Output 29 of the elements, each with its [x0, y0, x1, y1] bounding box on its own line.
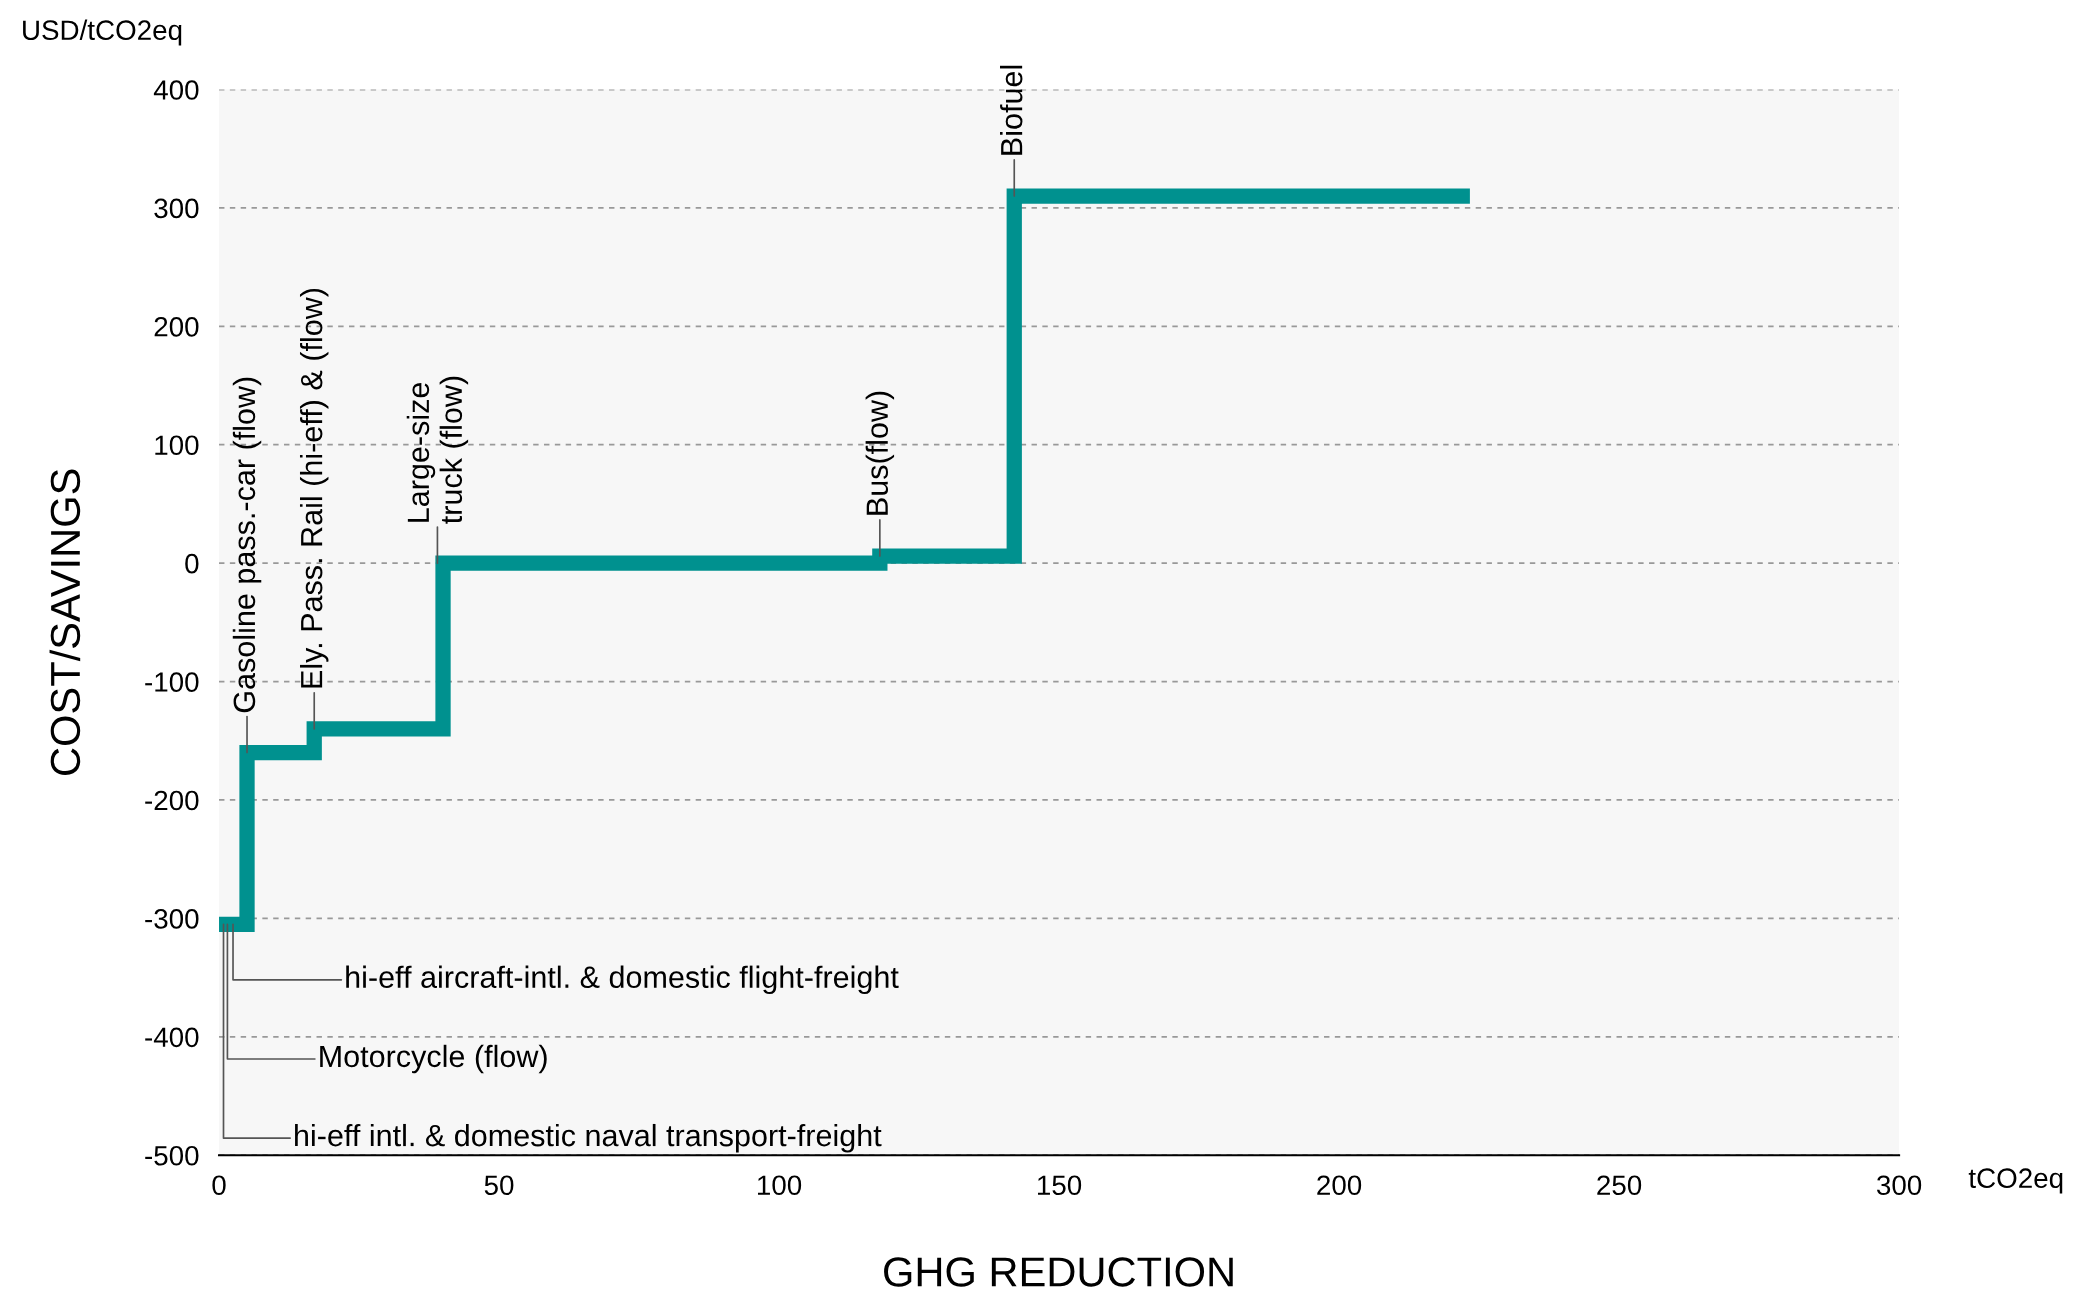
- x-tick-label: 150: [1038, 1175, 1082, 1196]
- y-tick-label: -300: [145, 909, 199, 929]
- y-axis-title: COST/SAVINGS: [49, 469, 81, 775]
- x-tick-label: 300: [1876, 1175, 1922, 1196]
- y-tick-label: 400: [153, 80, 199, 100]
- x-tick-label: 200: [1317, 1175, 1362, 1196]
- x-tick-label: 250: [1597, 1175, 1642, 1196]
- annotation: Motorcycle (flow): [320, 1044, 547, 1074]
- y-tick-label: 200: [154, 316, 199, 337]
- x-tick-label: 100: [757, 1175, 802, 1196]
- y-tick-label: -100: [145, 672, 199, 692]
- x-tick-label: 50: [484, 1175, 514, 1196]
- annotation: Bus(flow): [865, 391, 895, 515]
- y-tick-label: -200: [145, 790, 199, 811]
- y-tick-label: 0: [185, 553, 199, 574]
- annotation: Ely. Pass. Rail (hi-eff) & (flow): [299, 288, 329, 688]
- x-tick-label: 0: [212, 1175, 226, 1196]
- annotation: Large-size truck (flow): [406, 376, 469, 524]
- y-tick-label: 300: [154, 198, 199, 219]
- annotation: hi-eff intl. & domestic naval transport-freight: [295, 1123, 882, 1153]
- annotation: Biofuel: [1000, 65, 1023, 155]
- annotation: hi-eff aircraft-intl. & domestic flight-freight: [346, 965, 899, 995]
- annotation: Gasoline pass.-car (flow): [232, 377, 262, 713]
- text: USD/tCO2eq: [23, 19, 182, 46]
- x-axis-title: GHG REDUCTION: [884, 1257, 1233, 1287]
- text: tCO2eq: [1968, 1168, 2063, 1194]
- y-tick-label: -500: [145, 1145, 199, 1166]
- y-tick-label: -400: [145, 1027, 199, 1048]
- y-tick-label: 100: [155, 435, 199, 456]
